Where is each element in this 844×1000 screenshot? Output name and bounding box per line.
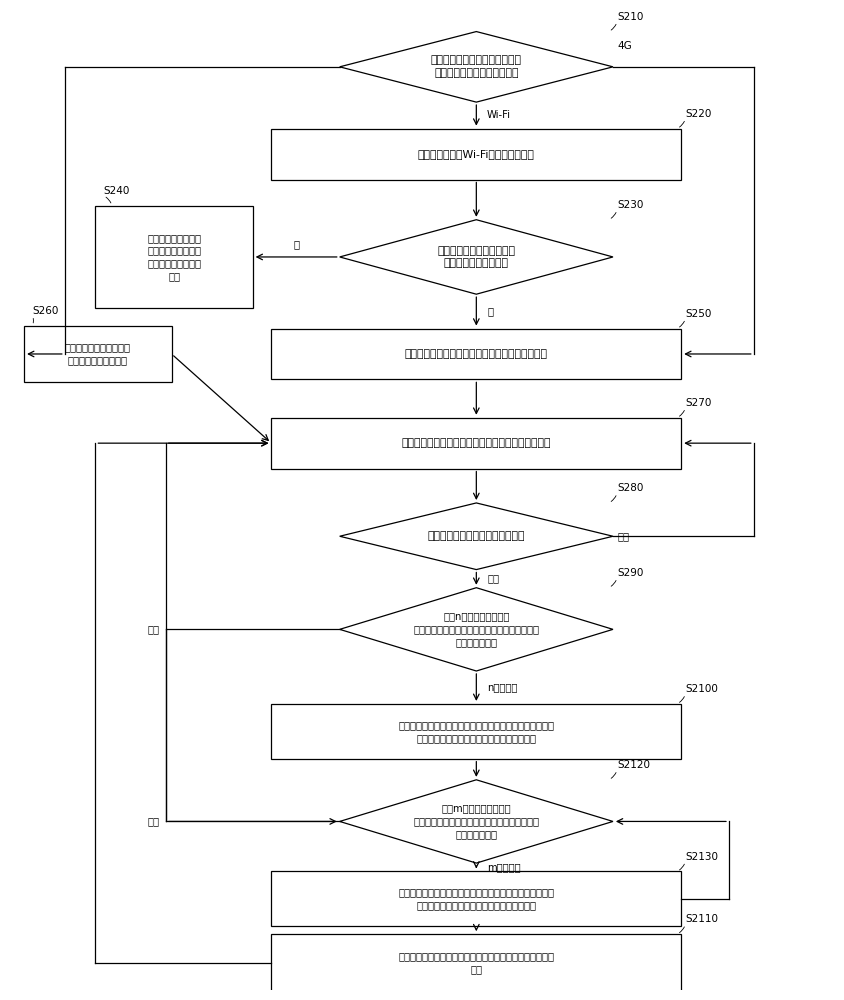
Text: 当前网络对应网络质量是否有变化: 当前网络对应网络质量是否有变化 xyxy=(427,531,524,541)
Text: 确定网络质量变化是网络抖动所致，不调整当前推流配置参
数值: 确定网络质量变化是网络抖动所致，不调整当前推流配置参 数值 xyxy=(398,951,554,974)
Bar xyxy=(271,934,680,991)
Text: 将推流配置参数初始值设置为推流配置参数默认值: 将推流配置参数初始值设置为推流配置参数默认值 xyxy=(404,349,547,359)
Polygon shape xyxy=(339,32,612,102)
Bar xyxy=(24,326,171,382)
Text: S2120: S2120 xyxy=(616,760,649,770)
Text: S240: S240 xyxy=(104,186,130,196)
Text: 按照预设周期获取流媒体服务器返回的网络质量数据: 按照预设周期获取流媒体服务器返回的网络质量数据 xyxy=(401,438,550,448)
Text: S280: S280 xyxy=(616,483,643,493)
Text: n次均低于: n次均低于 xyxy=(486,682,517,692)
Text: m次均高于: m次均高于 xyxy=(486,862,520,872)
Text: 4G: 4G xyxy=(616,41,631,51)
Text: 否则: 否则 xyxy=(147,624,159,634)
Text: S220: S220 xyxy=(684,109,711,119)
Text: S2130: S2130 xyxy=(684,852,717,862)
Polygon shape xyxy=(339,588,612,671)
Text: 连续m次采集当前网络的
当前视频参数值，并与当前推流配置参数中的视
频参数进行比较: 连续m次采集当前网络的 当前视频参数值，并与当前推流配置参数中的视 频参数进行比… xyxy=(413,804,538,839)
Text: 变好: 变好 xyxy=(616,531,629,541)
Text: 检测是否存在网络名称对应
的目标推流配置参数值: 检测是否存在网络名称对应 的目标推流配置参数值 xyxy=(437,246,515,268)
Bar xyxy=(271,871,680,926)
Text: 当视频直播客户端接入网络后，
监测当前接入网络的网络类型: 当视频直播客户端接入网络后， 监测当前接入网络的网络类型 xyxy=(430,55,522,78)
Text: S270: S270 xyxy=(684,398,711,408)
Text: S250: S250 xyxy=(684,309,711,319)
Bar xyxy=(95,206,252,308)
Text: 将当前推流配置参数调整
为最低推流配置参数值: 将当前推流配置参数调整 为最低推流配置参数值 xyxy=(65,343,131,365)
Text: 连续n次采集当前网络的
当前视频参数值，并与当前推流配置参数中的视
频参数进行比较: 连续n次采集当前网络的 当前视频参数值，并与当前推流配置参数中的视 频参数进行比… xyxy=(413,612,538,647)
Text: S290: S290 xyxy=(616,568,643,578)
Text: S2100: S2100 xyxy=(684,684,717,694)
Bar xyxy=(271,704,680,759)
Text: S2110: S2110 xyxy=(684,914,717,924)
Text: 是: 是 xyxy=(293,239,299,249)
Text: 变差: 变差 xyxy=(486,574,499,584)
Text: S230: S230 xyxy=(616,200,643,210)
Bar xyxy=(271,129,680,180)
Text: S210: S210 xyxy=(616,12,643,22)
Bar xyxy=(271,418,680,469)
Polygon shape xyxy=(339,503,612,570)
Text: 将当前推流配置参数
值设置为网络名称对
应的目标推流配置参
数值: 将当前推流配置参数 值设置为网络名称对 应的目标推流配置参 数值 xyxy=(147,233,201,281)
Text: Wi-Fi: Wi-Fi xyxy=(486,110,511,120)
Text: 否则: 否则 xyxy=(147,816,159,826)
Text: 否: 否 xyxy=(486,306,493,316)
Text: 下调当前推流配置参数值得到目标推流配置参数值，并将当
前推流配置参数值设置为目标推流配置参数值: 下调当前推流配置参数值得到目标推流配置参数值，并将当 前推流配置参数值设置为目标… xyxy=(398,720,554,743)
Bar xyxy=(271,328,680,379)
Text: S260: S260 xyxy=(32,306,59,316)
Polygon shape xyxy=(339,780,612,863)
Text: 获取当前连接的Wi-Fi网络的网络名称: 获取当前连接的Wi-Fi网络的网络名称 xyxy=(418,149,534,159)
Polygon shape xyxy=(339,220,612,294)
Text: 上调当前推流配置参数值得到目标推流配置参数值，并将当
前推流配置参数值设置为目标推流配置参数值: 上调当前推流配置参数值得到目标推流配置参数值，并将当 前推流配置参数值设置为目标… xyxy=(398,887,554,910)
